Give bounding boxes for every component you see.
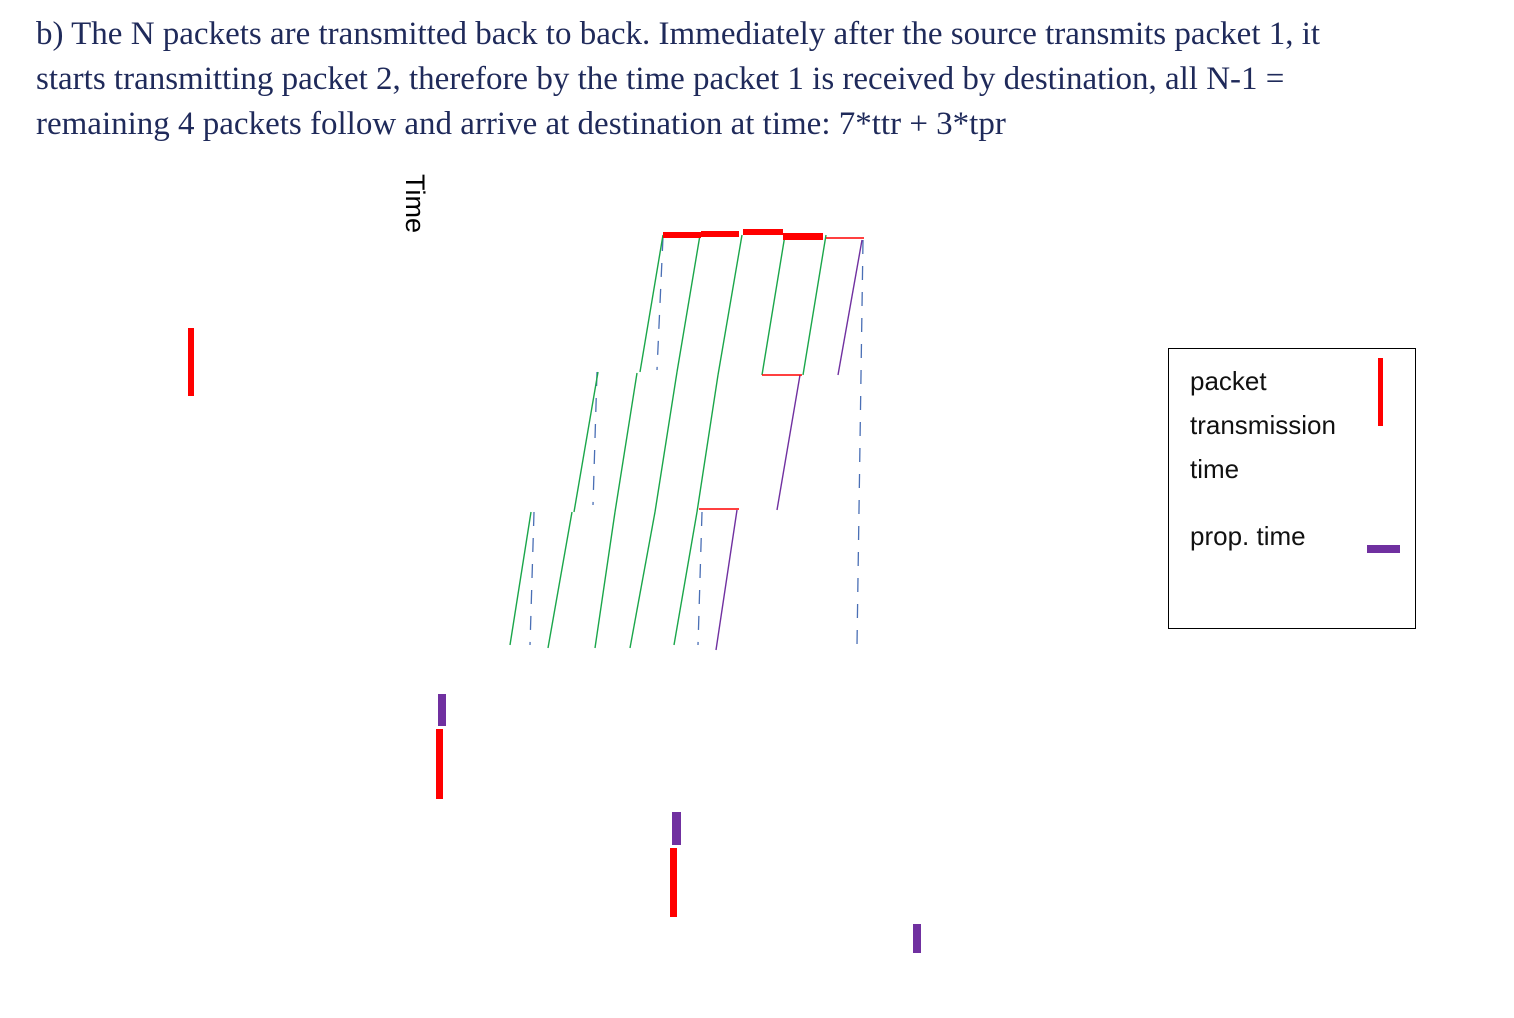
legend-transmission-line-3: time: [1190, 454, 1240, 484]
packet-path-e2: [802, 234, 827, 376]
legend-propagation-label: prop. time: [1190, 521, 1306, 551]
legend-transmission-swatch: [1378, 358, 1383, 426]
packet-paths: [509, 234, 827, 649]
explanation-paragraph: b) The N packets are transmitted back to…: [36, 12, 1476, 147]
transmission-bar-4: [783, 233, 823, 240]
red-transmission-marker-2: [670, 848, 677, 917]
packet-path-c4: [629, 511, 656, 649]
node-timeline-5: [856, 239, 864, 646]
node-timeline-3: [656, 236, 664, 371]
propagation-path-3: [715, 509, 738, 651]
node-timeline-4: [697, 511, 703, 646]
propagation-path-1: [837, 239, 863, 376]
legend-transmission-line-2: transmission: [1190, 410, 1336, 440]
packet-path-c3: [654, 371, 678, 513]
legend-box: packet transmission time prop. time: [1168, 348, 1416, 629]
red-transmission-marker-1: [436, 729, 443, 799]
paragraph-line-3: remaining 4 packets follow and arrive at…: [36, 106, 1006, 142]
packet-path-b2: [614, 372, 638, 513]
thin-transmission-markers: [699, 237, 864, 510]
legend-propagation-swatch: [1367, 545, 1400, 553]
transmission-bar-1: [663, 232, 701, 238]
purple-prop-marker-2: [672, 812, 681, 845]
packet-path-d2: [696, 374, 719, 513]
paragraph-line-2: starts transmitting packet 2, therefore …: [36, 61, 1285, 97]
packet-path-d1: [717, 234, 743, 376]
transmission-bar-3: [743, 229, 783, 235]
node-timeline-2: [592, 371, 598, 506]
legend-transmission-label: packet transmission time: [1190, 359, 1380, 491]
propagation-path-2: [776, 374, 801, 511]
packet-path-a2: [547, 511, 573, 649]
propagation-paths: [715, 239, 863, 651]
packet-path-c1: [639, 234, 664, 373]
packet-path-c2: [676, 234, 701, 373]
packet-path-b3: [594, 511, 616, 649]
node-timelines: [529, 236, 864, 646]
red-transmission-marker-left: [188, 328, 194, 396]
transmission-bar-2: [701, 231, 739, 237]
legend-transmission-line-1: packet: [1190, 366, 1267, 396]
packet-path-d3: [673, 511, 698, 646]
purple-prop-marker-3: [913, 924, 921, 953]
purple-prop-marker-1: [438, 694, 446, 726]
top-transmission-bars: [663, 229, 823, 240]
paragraph-line-1: b) The N packets are transmitted back to…: [36, 16, 1321, 52]
packet-path-e1: [761, 234, 786, 376]
node-timeline-1: [529, 511, 535, 646]
packet-path-b1: [573, 371, 599, 513]
packet-path-a1: [509, 511, 532, 646]
